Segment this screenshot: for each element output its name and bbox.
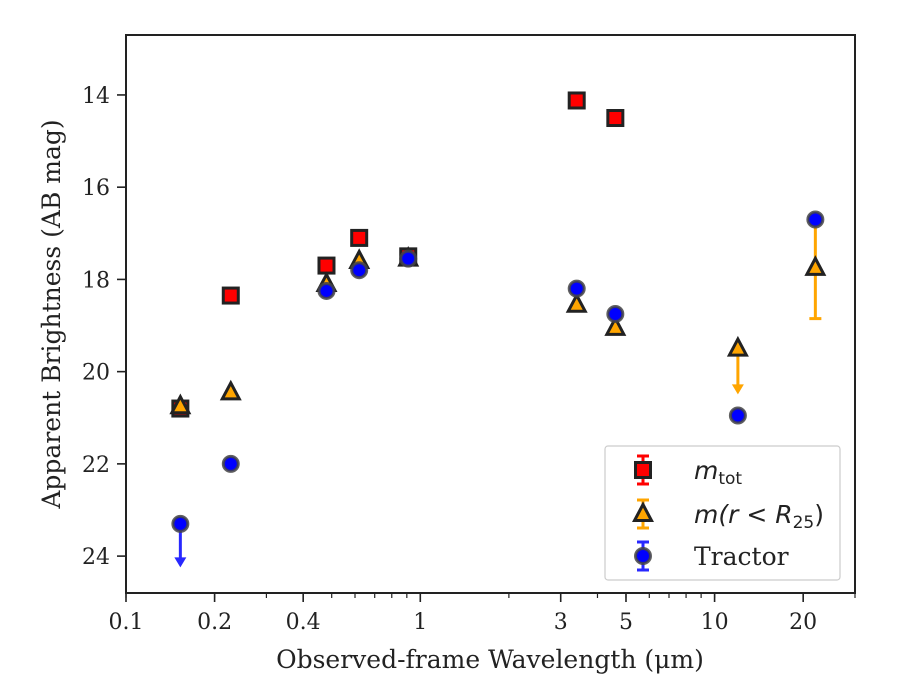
data-point-square	[350, 228, 369, 247]
data-point-square	[567, 91, 586, 110]
plot-frame	[125, 34, 856, 594]
data-point-circle	[399, 249, 418, 268]
data-point-circle	[221, 454, 240, 473]
legend-box	[604, 445, 841, 581]
data-point-triangle	[565, 292, 588, 313]
legend: mtot m(r < R25) Tractor	[604, 445, 841, 581]
data-point-circle	[728, 406, 747, 425]
data-point-square	[221, 286, 240, 305]
y-tick-label: 18	[82, 268, 110, 293]
x-axis-label: Observed-frame Wavelength (μm)	[276, 645, 704, 674]
y-tick-label: 14	[82, 84, 110, 109]
x-tick-label: 1	[413, 610, 427, 635]
x-axis: 0.1 0.2 0.4 1 3 5 10 20	[109, 593, 856, 635]
x-tick-label: 0.1	[109, 610, 144, 635]
data-point-triangle	[169, 393, 192, 415]
data-point-circle	[567, 279, 586, 298]
data-point-circle	[606, 305, 625, 323]
legend-label: m(r < R25)	[694, 500, 824, 533]
y-tick-label: 24	[82, 545, 110, 570]
upper-limit-arrowhead	[731, 384, 744, 395]
data-point-circle	[171, 514, 190, 533]
data-point-triangle	[726, 335, 749, 357]
data-point-square	[606, 109, 625, 128]
y-tick-label: 22	[82, 453, 110, 478]
x-tick-label: 20	[789, 610, 817, 635]
legend-marker-triangle	[632, 501, 654, 522]
data-point-circle	[350, 261, 369, 280]
data-point-circle	[806, 210, 825, 229]
x-tick-label: 0.4	[286, 610, 321, 635]
data-marks	[169, 91, 827, 568]
data-point-square	[317, 256, 336, 275]
y-tick-label: 20	[82, 361, 110, 386]
legend-marker-square	[634, 461, 652, 479]
x-tick-label: 3	[554, 610, 568, 635]
data-point-circle	[317, 281, 336, 300]
data-point-triangle	[604, 315, 627, 336]
upper-limit-arrowhead	[174, 557, 187, 568]
y-axis-label: Apparent Brightness (AB mag)	[37, 119, 66, 509]
y-tick-label: 16	[82, 176, 110, 201]
data-point-triangle	[219, 379, 242, 401]
x-tick-label: 5	[619, 610, 633, 635]
x-tick-label: 10	[701, 610, 729, 635]
data-point-triangle	[804, 255, 827, 276]
legend-label: Tractor	[694, 542, 789, 571]
legend-marker-circle	[634, 547, 652, 565]
legend-label: mtot	[694, 456, 742, 489]
y-axis: 14 16 18 20 22 24	[82, 84, 126, 570]
x-tick-label: 0.2	[197, 610, 232, 635]
